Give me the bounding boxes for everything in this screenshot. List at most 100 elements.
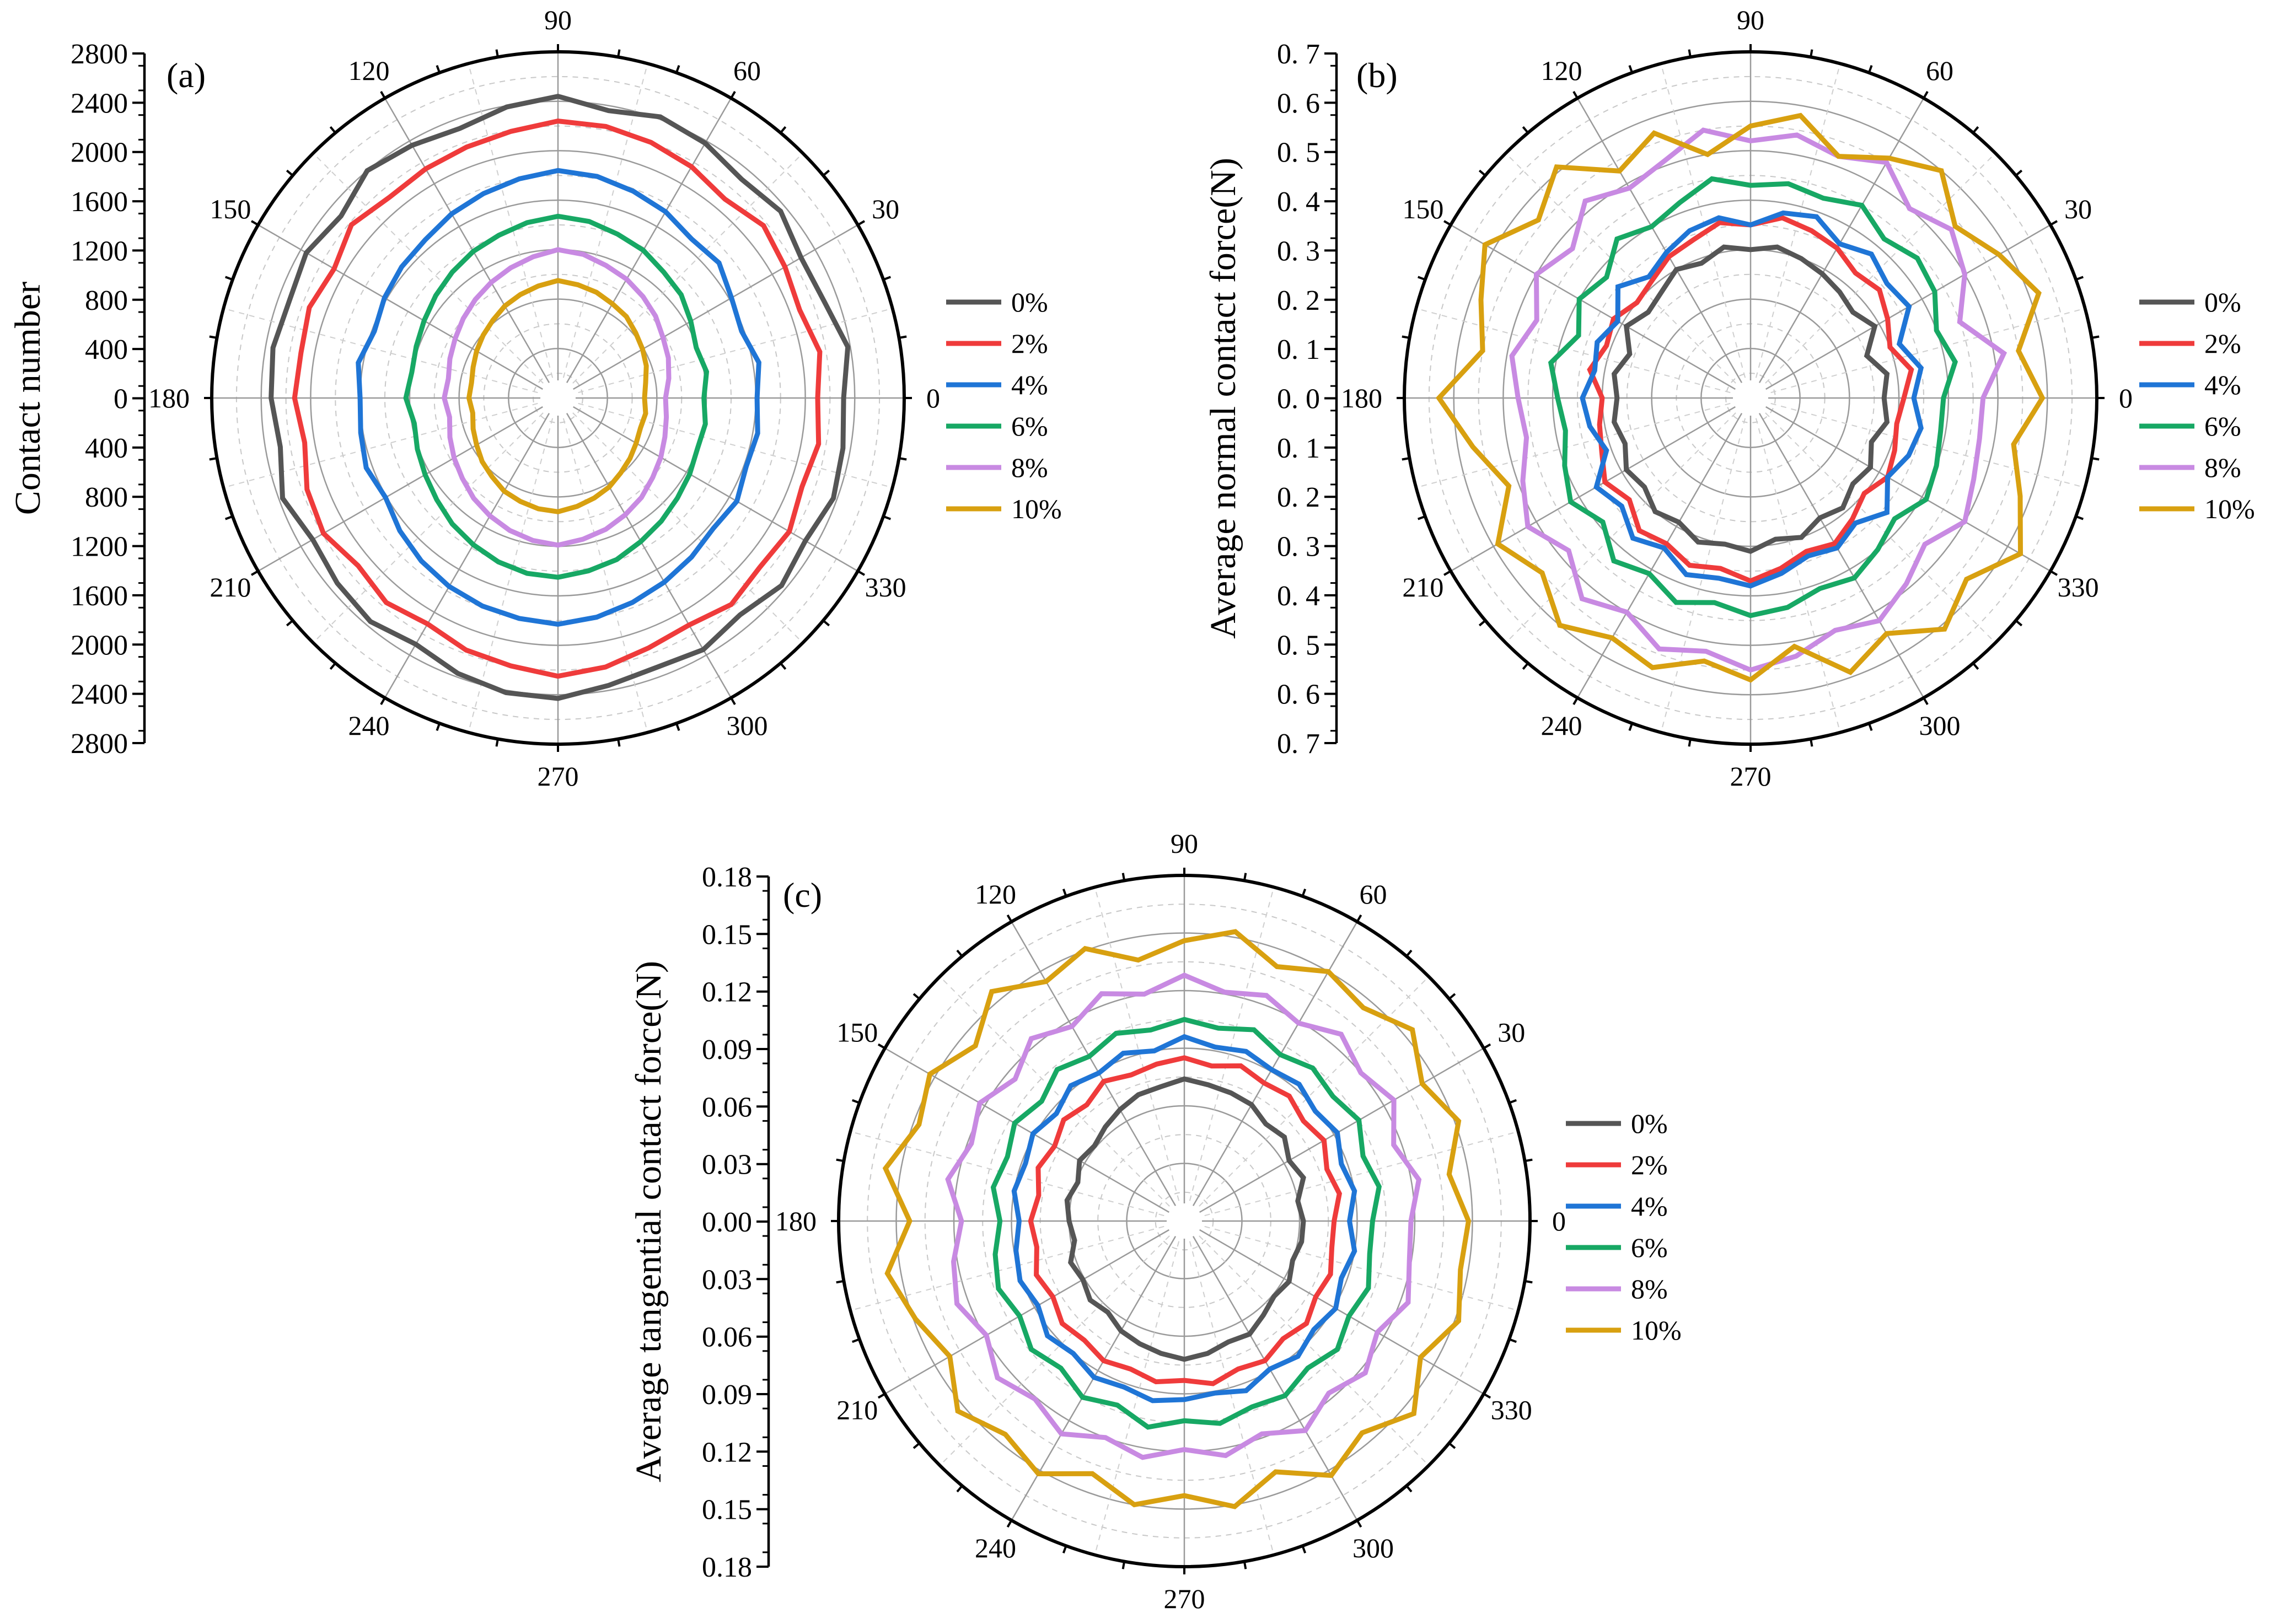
angular-tick-mark <box>286 169 294 176</box>
angular-tick-mark <box>225 515 233 520</box>
gridline-spoke <box>1750 397 2051 572</box>
minor-gridline-spoke <box>1750 308 2085 399</box>
angular-tick-label: 30 <box>2064 193 2092 224</box>
series-line-2pct <box>1028 1055 1343 1386</box>
minor-gridline-spoke <box>1416 397 1751 488</box>
angular-tick-label: 240 <box>975 1532 1016 1563</box>
minor-gridline-spoke <box>557 308 893 399</box>
series-line-8pct <box>945 972 1422 1460</box>
legend-label: 8% <box>1011 452 1048 483</box>
legend-label: 2% <box>2204 328 2241 359</box>
minor-gridline-spoke <box>1184 1220 1275 1555</box>
angular-tick-mark <box>1402 457 1410 461</box>
angular-tick-label: 90 <box>1737 4 1764 35</box>
angular-tick-mark <box>2015 620 2023 627</box>
angular-tick-mark <box>1867 65 1873 73</box>
angular-tick-mark <box>780 126 787 134</box>
angular-tick-mark <box>1006 914 1013 923</box>
angular-tick-mark <box>2015 169 2023 176</box>
minor-gridline-spoke <box>1184 1131 1518 1222</box>
angular-tick-mark <box>436 65 441 73</box>
angular-tick-mark <box>912 993 920 1000</box>
angular-tick-label: 300 <box>727 710 768 741</box>
angular-tick-label: 270 <box>1730 761 1772 792</box>
y-axis-title: Contact number <box>8 282 48 515</box>
angular-tick-label: 90 <box>1171 828 1198 859</box>
angular-tick-mark <box>617 739 621 747</box>
radial-tick-label: 2800 <box>71 728 128 760</box>
minor-gridline-spoke <box>1505 397 1751 643</box>
series-line-0pct <box>1611 244 1890 554</box>
radial-tick-label: 0. 7 <box>1277 728 1320 760</box>
radial-tick-label: 1200 <box>71 531 128 563</box>
angular-tick-mark <box>495 49 499 57</box>
gridline-spoke <box>1450 224 1751 399</box>
angular-tick-mark <box>956 949 963 957</box>
radial-tick-label: 800 <box>85 285 128 316</box>
polar-panel-1: 0 30 60 90 120 150 180 210 240 270 300 330 2800 2400 2… <box>8 4 1062 792</box>
legend-label: 4% <box>1011 369 1048 400</box>
gridline-spoke <box>384 98 559 399</box>
angular-tick-mark <box>675 65 680 73</box>
angular-tick-mark <box>1405 949 1413 957</box>
radial-tick-label: 0.18 <box>702 862 752 893</box>
minor-gridline-spoke <box>1750 397 2085 488</box>
angular-tick-mark <box>1525 1158 1533 1163</box>
angular-tick-mark <box>1418 515 1426 520</box>
minor-gridline-spoke <box>1750 397 1996 643</box>
series-line-6pct <box>403 213 710 580</box>
radial-tick-label: 400 <box>85 433 128 464</box>
angular-tick-mark <box>1628 65 1634 73</box>
angular-tick-mark <box>329 126 336 134</box>
series-line-4pct <box>356 168 761 627</box>
angular-tick-mark <box>1243 1561 1247 1569</box>
radial-tick-label: 0.09 <box>702 1034 752 1066</box>
minor-gridline-spoke <box>313 153 559 399</box>
y-axis-title: Average tangential contact force(N) <box>629 961 669 1482</box>
angular-tick-label: 30 <box>872 193 899 224</box>
minor-gridline-spoke <box>1750 63 1841 399</box>
angular-tick-mark <box>225 276 233 281</box>
angular-tick-mark <box>852 1099 860 1104</box>
angular-tick-mark <box>1443 220 1452 226</box>
angular-tick-mark <box>675 723 680 731</box>
minor-gridline-spoke <box>557 63 648 399</box>
angular-tick-mark <box>857 570 866 576</box>
angular-tick-mark <box>1418 276 1426 281</box>
legend-label: 6% <box>2204 411 2241 442</box>
angular-tick-mark <box>1628 723 1634 731</box>
angular-tick-mark <box>1572 90 1579 99</box>
panel-label: (a) <box>167 56 206 95</box>
angular-tick-mark <box>495 739 499 747</box>
angular-tick-mark <box>250 220 259 226</box>
legend: 0% 2% 4% 6% 8% 10% <box>1566 1108 1682 1346</box>
angular-tick-mark <box>1356 914 1362 923</box>
angular-tick-mark <box>1483 1043 1491 1050</box>
angular-tick-label: 60 <box>733 55 761 86</box>
radial-tick-label: 0. 6 <box>1277 88 1320 119</box>
radial-tick-label: 2000 <box>71 137 128 169</box>
angular-tick-label: 300 <box>1352 1532 1394 1563</box>
angular-tick-mark <box>1867 723 1873 731</box>
angular-tick-mark <box>1509 1338 1517 1343</box>
angular-tick-label: 180 <box>1341 383 1382 413</box>
radial-tick-label: 0.12 <box>702 977 752 1008</box>
minor-gridline-spoke <box>1184 887 1275 1222</box>
angular-tick-label: 330 <box>2058 572 2099 603</box>
legend-label: 2% <box>1011 328 1048 359</box>
minor-gridline-spoke <box>1505 153 1751 399</box>
legend-label: 4% <box>2204 369 2241 400</box>
legend: 0% 2% 4% 6% 8% 10% <box>946 287 1062 524</box>
legend-label: 0% <box>2204 287 2241 318</box>
angular-tick-mark <box>209 457 217 461</box>
angular-tick-mark <box>2075 515 2084 520</box>
minor-gridline-spoke <box>1750 153 1996 399</box>
angular-tick-mark <box>730 90 736 99</box>
angular-tick-mark <box>852 1338 860 1343</box>
angular-tick-mark <box>1402 335 1410 339</box>
angular-tick-mark <box>883 515 891 520</box>
radial-tick-label: 0. 5 <box>1277 630 1320 661</box>
polar-panel-2: 0 30 60 90 120 150 180 210 240 270 300 330 0. 7 0. 6 0… <box>1203 4 2255 792</box>
legend-label: 6% <box>1011 411 1048 442</box>
radial-tick-label: 400 <box>85 334 128 365</box>
